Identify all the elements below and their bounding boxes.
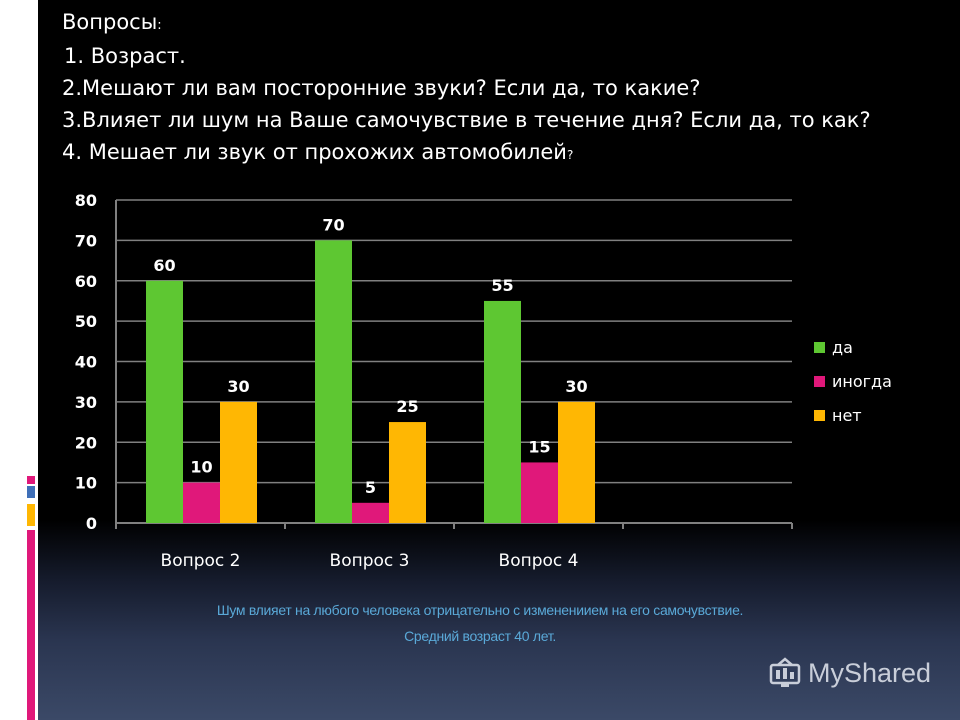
question-4-mark: ? <box>566 148 574 162</box>
data-label: 10 <box>190 458 212 477</box>
question-2: 2.Мешают ли вам посторонние звуки? Если … <box>62 76 700 100</box>
deco-bar-pink <box>27 530 35 720</box>
questions-heading-colon: : <box>157 18 162 33</box>
bar-chart: 0 10 20 30 40 50 60 70 80 60 10 30 Вопрос 2 70 5 25 Вопр… <box>75 191 892 571</box>
x-category-label: Вопрос 4 <box>499 551 579 571</box>
y-tick-label: 70 <box>75 231 97 250</box>
question-1: 1. Возраст. <box>64 44 186 68</box>
question-3-text: 3.Влияет ли шум на Ваше самочувствие в т… <box>62 108 871 132</box>
questions-heading-text: Вопросы <box>62 10 158 34</box>
data-label: 70 <box>322 215 344 234</box>
y-tick-label: 30 <box>75 393 97 412</box>
question-4-text: 4. Мешает ли звук от прохожих автомобиле… <box>62 140 567 164</box>
bar-net <box>558 401 595 523</box>
deco-bar-yellow <box>27 504 35 526</box>
bar-net <box>389 422 426 523</box>
watermark-text: MyShared <box>808 657 932 688</box>
questions-heading: Вопросы: <box>62 10 162 34</box>
legend-label: да <box>832 338 853 357</box>
legend-swatch <box>814 342 825 353</box>
data-label: 15 <box>528 437 550 456</box>
deco-bar-blue <box>27 486 35 498</box>
y-tick-label: 0 <box>86 514 97 533</box>
data-label: 25 <box>396 397 418 416</box>
data-label: 30 <box>227 377 249 396</box>
question-3: 3.Влияет ли шум на Ваше самочувствие в т… <box>62 108 871 132</box>
bar-inogda <box>183 482 220 523</box>
legend-swatch <box>814 410 825 421</box>
data-label: 30 <box>565 377 587 396</box>
caption-line-2: Средний возраст 40 лет. <box>404 628 556 644</box>
y-tick-label: 10 <box>75 474 97 493</box>
decorative-color-bars <box>24 476 38 720</box>
data-label: 5 <box>365 478 376 497</box>
bar-da <box>315 240 352 523</box>
y-tick-label: 50 <box>75 312 97 331</box>
caption-line-1: Шум влияет на любого человека отрицатель… <box>216 602 744 618</box>
x-category-label: Вопрос 3 <box>330 551 410 571</box>
legend-label: иногда <box>832 372 892 391</box>
question-1-text: 1. Возраст. <box>64 44 186 68</box>
y-tick-label: 60 <box>75 272 97 291</box>
bar-net <box>220 401 257 523</box>
x-category-label: Вопрос 2 <box>161 551 241 571</box>
legend-label: нет <box>832 406 862 425</box>
legend-swatch <box>814 376 825 387</box>
data-label: 60 <box>153 256 175 275</box>
myshared-logo-icon <box>769 657 801 687</box>
deco-bar-magenta <box>27 476 35 484</box>
bar-da <box>484 300 521 523</box>
data-label: 55 <box>491 276 513 295</box>
y-tick-label: 80 <box>75 191 97 210</box>
question-4: 4. Мешает ли звук от прохожих автомобиле… <box>62 140 573 164</box>
question-2-text: 2.Мешают ли вам посторонние звуки? Если … <box>62 76 701 100</box>
y-tick-label: 40 <box>75 353 97 372</box>
bar-inogda <box>521 462 558 523</box>
watermark: MyShared <box>768 656 931 690</box>
bar-inogda <box>352 502 389 523</box>
y-tick-label: 20 <box>75 433 97 452</box>
bar-da <box>146 280 183 523</box>
